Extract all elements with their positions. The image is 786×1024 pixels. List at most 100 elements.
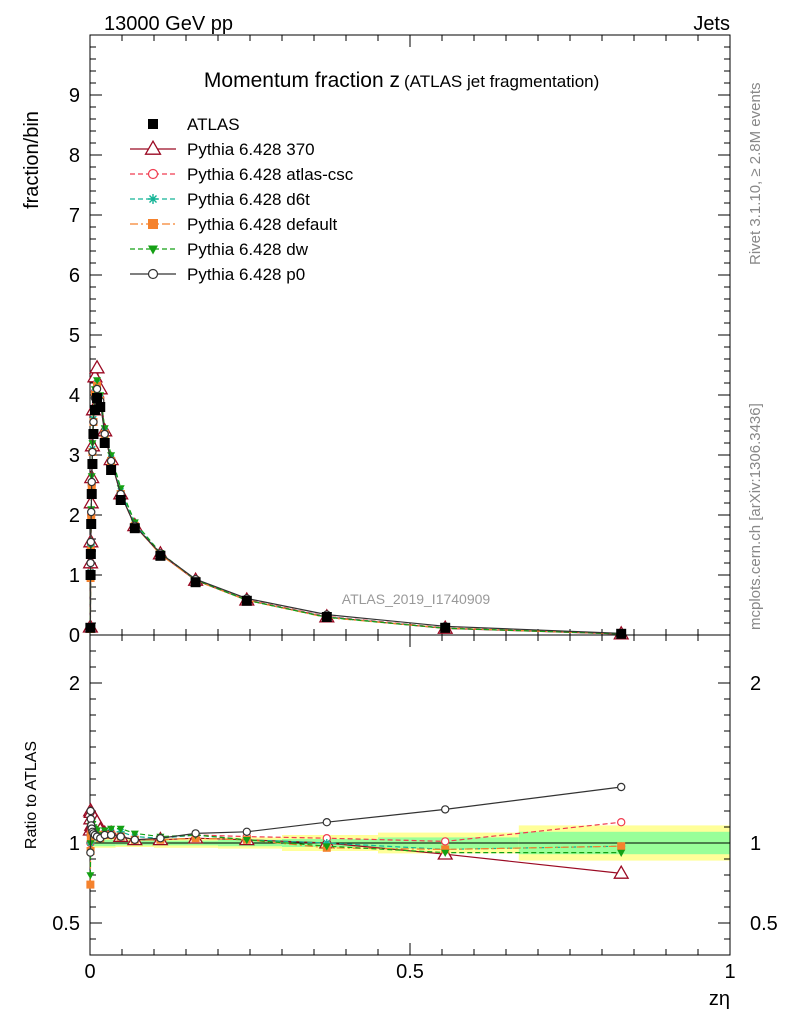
ratio-series-point (86, 806, 95, 816)
series-point (92, 384, 102, 394)
series-point (88, 447, 97, 457)
atlas-data-point (321, 612, 332, 622)
ratio-series-point (242, 827, 251, 837)
main-y-tick-label: 2 (69, 505, 80, 527)
series-point (87, 507, 96, 517)
ratio-series-point (441, 805, 450, 814)
main-y-axis: 0 1 2 3 4 5 6 7 8 9 (69, 46, 730, 647)
ratio-series-point (441, 845, 450, 854)
header-left-label: 13000 GeV pp (104, 13, 233, 35)
ratio-series-point (86, 872, 95, 880)
atlas-data-point (190, 577, 201, 588)
series-point (93, 377, 102, 385)
ratio-series-point (322, 818, 331, 827)
ratio-y-tick-label-right: 1 (750, 833, 761, 855)
main-y-tick-label: 0 (69, 625, 80, 647)
ratio-series-point (322, 843, 331, 851)
series-point (100, 425, 109, 433)
ratio-series-point (242, 837, 251, 845)
series-line (89, 388, 622, 634)
main-y-tick-label: 6 (69, 265, 80, 287)
atlas-data-point (129, 523, 140, 534)
ratio-y-tick-label-right: 0.5 (750, 913, 778, 935)
main-title-note: (ATLAS jet fragmentation) (404, 72, 599, 91)
main-frame (89, 34, 731, 636)
ratio-frame (89, 634, 731, 956)
legend-label: Pythia 6.428 d6t (187, 190, 310, 209)
atlas-data-point (440, 622, 451, 633)
ratio-y-tick-label: 2 (69, 673, 80, 695)
ratio-y-tick-label: 1 (69, 833, 80, 855)
legend-marker (148, 119, 158, 129)
ratio-series-point (107, 825, 116, 833)
legend-label: Pythia 6.428 370 (187, 140, 315, 159)
legend: ATLAS Pythia 6.428 370 Pythia 6.428 atlas-… (130, 115, 354, 284)
series-point (100, 429, 109, 439)
ratio-series-point (617, 842, 626, 851)
atlas-data-point (616, 628, 627, 639)
main-x-axis-ticks (89, 35, 731, 635)
atlas-data-point (106, 465, 117, 475)
ratio-y-axis: 0.5 0.5 1 1 2 2 (52, 650, 778, 940)
series-point (87, 477, 96, 487)
ratio-series-point (106, 830, 116, 840)
legend-marker (144, 139, 162, 155)
legend-marker (148, 219, 158, 229)
atlas-data-point (89, 405, 100, 415)
atlas-data-point (85, 622, 96, 633)
ratio-series-5 (86, 782, 626, 857)
ratio-series-point (191, 829, 200, 838)
legend-marker (147, 268, 159, 280)
atlas-data-point (99, 438, 110, 448)
ratio-series-point (441, 837, 450, 846)
ratio-series-point (130, 830, 139, 838)
main-y-tick-label: 3 (69, 445, 80, 467)
ratio-series-point (322, 839, 331, 847)
legend-entry: Pythia 6.428 default (130, 215, 338, 234)
main-y-tick-label: 4 (69, 385, 80, 407)
ratio-series-layer (82, 782, 630, 889)
series-point (89, 359, 106, 374)
atlas-data-point (155, 550, 166, 561)
atlas-data-point (85, 570, 96, 580)
legend-entry: ATLAS (148, 115, 240, 134)
ratio-series-point (86, 880, 95, 889)
atlas-data-point (115, 495, 126, 505)
ratio-series-point (441, 849, 450, 857)
legend-marker (148, 245, 158, 255)
legend-label: Pythia 6.428 dw (187, 240, 309, 259)
atlas-data-point (241, 595, 252, 606)
legend-label: Pythia 6.428 default (187, 215, 338, 234)
x-tick-label: 1 (724, 961, 735, 983)
legend-label: ATLAS (187, 115, 240, 134)
main-title: Momentum fraction z (204, 69, 400, 92)
header-right-label: Jets (693, 13, 730, 35)
atlas-data-point (86, 489, 97, 499)
x-axis-label: zη (709, 988, 730, 1010)
legend-entry: Pythia 6.428 p0 (130, 265, 305, 284)
ratio-series-point (613, 864, 630, 879)
series-point (86, 558, 95, 568)
legend-entry: Pythia 6.428 370 (130, 139, 315, 159)
atlas-data-point (95, 402, 106, 412)
ratio-series-point (116, 825, 125, 833)
main-y-tick-label: 9 (69, 85, 80, 107)
legend-entry: Pythia 6.428 d6t (130, 190, 310, 209)
legend-label: Pythia 6.428 p0 (187, 265, 305, 284)
atlas-data (85, 393, 627, 639)
x-tick-label: 0 (84, 961, 95, 983)
ratio-series-point (617, 782, 626, 792)
ratio-y-tick-label-right: 2 (750, 673, 761, 695)
atlas-data-point (88, 429, 99, 439)
legend-label: Pythia 6.428 atlas-csc (187, 165, 354, 184)
analysis-watermark: ATLAS_2019_I1740909 (342, 591, 491, 607)
x-tick-label: 0.5 (396, 961, 424, 983)
atlas-data-point (92, 393, 103, 403)
main-y-tick-label: 5 (69, 325, 80, 347)
ratio-y-tick-label: 0.5 (52, 913, 80, 935)
rivet-label: Rivet 3.1.10, ≥ 2.8M events (747, 83, 764, 266)
legend-marker (147, 168, 159, 180)
ratio-series-point (617, 818, 626, 827)
ratio-series-point (617, 849, 626, 857)
